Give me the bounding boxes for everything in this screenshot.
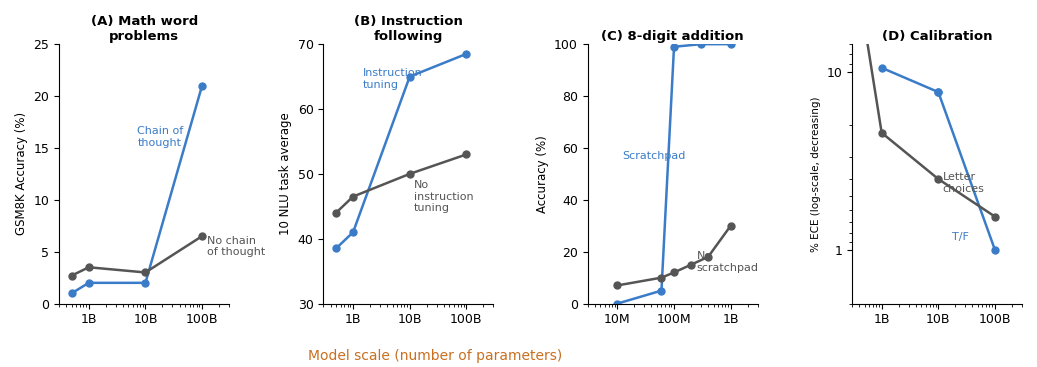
Title: (D) Calibration: (D) Calibration (881, 30, 992, 43)
Y-axis label: 10 NLU task average: 10 NLU task average (279, 113, 292, 235)
Text: Model scale (number of parameters): Model scale (number of parameters) (308, 349, 563, 363)
Title: (C) 8-digit addition: (C) 8-digit addition (601, 30, 744, 43)
Y-axis label: Accuracy (%): Accuracy (%) (535, 135, 549, 213)
Text: No chain
of thought: No chain of thought (206, 236, 264, 257)
Text: Instruction
tuning: Instruction tuning (363, 68, 423, 90)
Text: No
scratchpad: No scratchpad (697, 251, 758, 273)
Y-axis label: % ECE (log-scale, decreasing): % ECE (log-scale, decreasing) (811, 96, 821, 252)
Text: Scratchpad: Scratchpad (622, 151, 685, 161)
Text: T/F: T/F (952, 232, 970, 242)
Text: No
instruction
tuning: No instruction tuning (414, 180, 474, 213)
Y-axis label: GSM8K Accuracy (%): GSM8K Accuracy (%) (15, 112, 28, 236)
Title: (A) Math word
problems: (A) Math word problems (90, 15, 198, 43)
Text: Letter
choices: Letter choices (943, 172, 985, 194)
Title: (B) Instruction
following: (B) Instruction following (354, 15, 463, 43)
Text: Chain of
thought: Chain of thought (137, 126, 183, 148)
